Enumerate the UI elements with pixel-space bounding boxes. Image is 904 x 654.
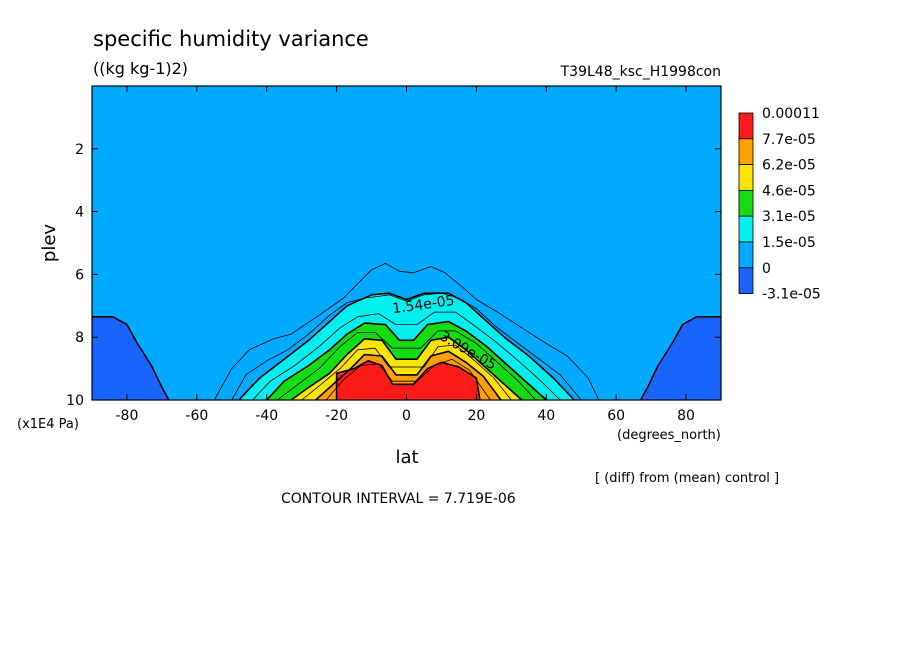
contour-3.86e-05 — [276, 330, 537, 401]
colorbar-label: 7.7e-05 — [762, 132, 816, 148]
chart-units: ((kg kg-1)2) — [93, 59, 188, 78]
chart-title: specific humidity variance — [93, 27, 369, 51]
colorbar-swatch — [738, 112, 754, 140]
fill-negative-polar-north — [640, 316, 721, 400]
x-axis-ticks: -80 -60 -40 -20 0 20 40 60 80 — [116, 86, 695, 424]
fill-negative-polar-south — [92, 316, 169, 400]
colorbar-label: -3.1e-05 — [762, 287, 821, 303]
contour-negative-south — [92, 315, 170, 401]
colorbar-swatch — [738, 215, 754, 243]
fill-level-7.7e-05 — [336, 360, 480, 400]
contour-5.4e-05 — [301, 344, 512, 401]
colorbar-swatch — [738, 267, 754, 294]
colorbar-label: 1.5e-05 — [762, 235, 816, 251]
colorbar-swatch — [738, 241, 754, 269]
contour-zero — [213, 262, 600, 401]
x-tick-label: 0 — [402, 408, 411, 424]
plot-area: 1.54e-053.09e-05 -80 -60 -40 -20 0 20 40 60 80 2… — [66, 85, 722, 424]
contour-7.72e-05 — [335, 359, 481, 401]
y-tick-label: 8 — [75, 330, 84, 346]
contour-interval-text: CONTOUR INTERVAL = 7.719E-06 — [281, 491, 516, 507]
colorbar-swatch — [738, 189, 754, 217]
x-tick-label: -80 — [116, 408, 139, 424]
x-tick-label: 80 — [677, 408, 695, 424]
contour-4.63e-05 — [290, 336, 523, 401]
y-axis-label: plev — [39, 224, 60, 263]
y-tick-label: 10 — [66, 393, 84, 409]
contour-2.3e-05 — [252, 311, 561, 401]
y-tick-label: 2 — [75, 142, 84, 158]
x-tick-label: 60 — [607, 408, 625, 424]
contour-6.95e-05 — [325, 358, 491, 401]
y-tick-label: 4 — [75, 205, 84, 221]
experiment-label: T39L48_ksc_H1998con — [560, 64, 721, 80]
filled-contours — [92, 293, 721, 400]
colorbar-label: 0 — [762, 261, 771, 277]
x-tick-label: 40 — [537, 408, 555, 424]
colorbar-swatch — [738, 164, 754, 191]
contour-negative-north — [639, 315, 721, 401]
colorbar-label: 3.1e-05 — [762, 209, 816, 225]
y-axis-units: (x1E4 Pa) — [17, 417, 79, 432]
contour-lines — [92, 262, 721, 401]
x-tick-label: -60 — [185, 408, 208, 424]
x-tick-label: -40 — [255, 408, 278, 424]
x-tick-label: 20 — [467, 408, 485, 424]
colorbar: 0.00011 7.7e-05 6.2e-05 4.6e-05 3.1e-05 1.5e-… — [738, 106, 821, 303]
contour-6.17e-05 — [315, 350, 502, 401]
y-tick-label: 6 — [75, 267, 84, 283]
y-axis-ticks: 2 4 6 8 10 — [66, 142, 721, 409]
colorbar-swatch — [738, 138, 754, 166]
colorbar-label: 0.00011 — [762, 106, 820, 122]
colorbar-label: 4.6e-05 — [762, 183, 816, 199]
contour-0.77e-05 — [231, 292, 582, 401]
contour-3.09e-05 — [266, 320, 547, 401]
x-axis-units: (degrees_north) — [617, 428, 721, 443]
x-tick-label: -20 — [325, 408, 348, 424]
colorbar-label: 6.2e-05 — [762, 158, 816, 174]
diff-note: [ (diff) from (mean) control ] — [595, 471, 779, 486]
x-axis-label: lat — [395, 447, 418, 468]
contour-1.54e-05 — [238, 292, 575, 401]
